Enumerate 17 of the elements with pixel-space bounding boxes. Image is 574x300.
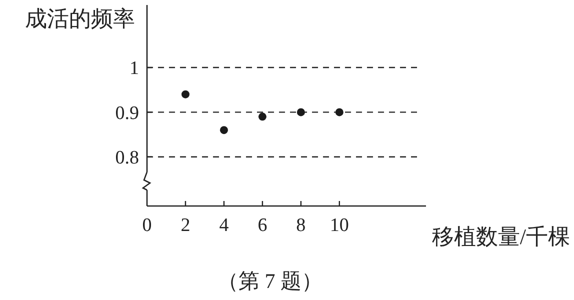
x-axis-title: 移植数量/千棵	[432, 224, 570, 249]
x-tick-label: 6	[258, 215, 268, 236]
x-tick-label: 4	[219, 215, 230, 236]
point	[181, 90, 190, 98]
y-tick-label: 1	[130, 58, 139, 80]
x-tick-label: 2	[180, 215, 190, 236]
x-tick-label: 8	[296, 215, 306, 236]
y-tick-label: 0.8	[115, 148, 139, 169]
point	[296, 108, 305, 116]
x-tick-label: 0	[142, 215, 152, 236]
point	[220, 126, 228, 134]
text: （第 7 题）	[218, 269, 322, 293]
y-axis-title: 成活的频率	[25, 6, 135, 31]
x-tick-label: 10	[330, 215, 349, 236]
point	[335, 108, 344, 116]
point	[258, 112, 266, 121]
y-tick-label: 0.9	[115, 102, 139, 124]
